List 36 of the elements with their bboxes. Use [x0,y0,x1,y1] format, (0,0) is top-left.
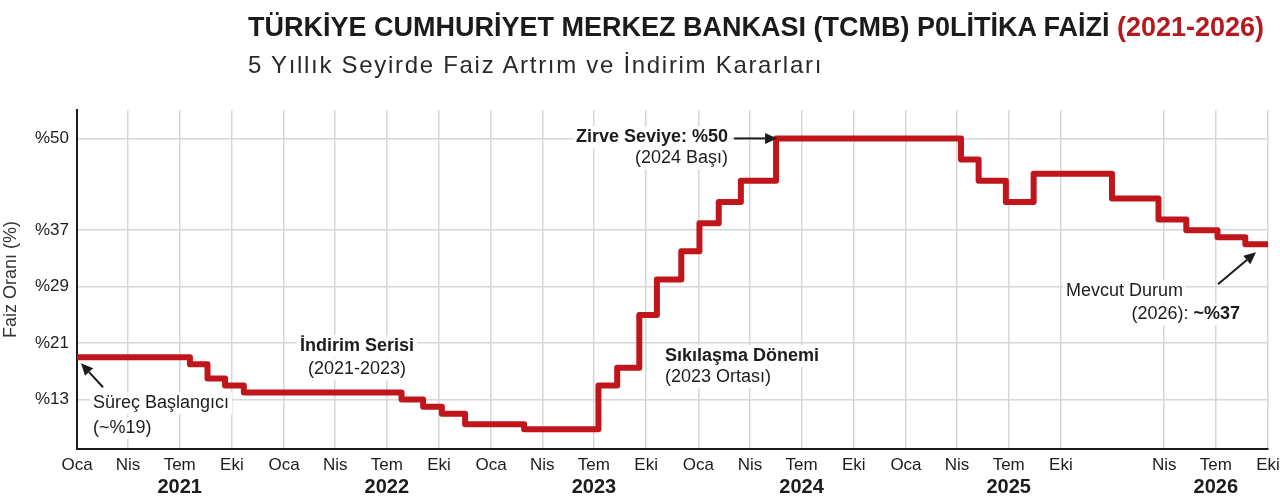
x-tick-label: Tem 2021 [157,454,202,497]
chart-title: TÜRKİYE CUMHURİYET MERKEZ BANKASI (TCMB) P0LİTİKA FAİZİ (2021-2026) [248,12,1265,42]
x-tick-label: Eki [1049,454,1073,474]
x-tick-label: Eki [1256,454,1280,474]
x-tick-label: Eki [634,454,658,474]
x-tick-label: Tem 2024 [779,454,825,497]
x-tick-label: Oca [475,454,508,474]
x-tick-label: Tem 2022 [364,454,410,497]
x-tick-label: Nis [1151,454,1177,474]
annotation: Zirve Seviye: %50 (2024 Başı) [575,126,729,168]
x-tick-label: Nis [530,454,555,474]
y-tick-label: %29 [34,276,69,296]
x-tick-label: Nis [115,454,141,474]
x-tick-label: Oca [268,454,301,474]
annotation: Sıkılaşma Dönemi (2023 Ortası) [665,345,820,387]
chart-subtitle: 5 Yıllık Seyirde Faiz Artrım ve İndirim Kararları [248,51,823,79]
annotation: İndirim Serisi (2021-2023) [299,335,415,379]
y-axis-title: Faiz Oranı (%) [0,221,20,339]
x-tick-label: Nis [737,454,763,474]
x-tick-label: Eki [427,454,451,474]
x-tick-label: Nis [322,454,348,474]
x-tick-label: Tem 2025 [986,454,1031,497]
y-tick-label: %37 [34,219,69,239]
x-tick-label: Oca [890,454,923,474]
y-tick-label: %50 [34,128,69,148]
y-tick-label: %21 [34,332,69,352]
annotation: Süreç Başlangıcı (~%19) [93,392,230,438]
x-tick-label: Tem 2023 [571,454,617,497]
y-tick-label: %13 [34,389,69,409]
x-tick-label: Oca [61,454,94,474]
x-tick-label: Tem 2026 [1193,454,1239,497]
x-tick-label: Eki [841,454,866,474]
x-tick-label: Oca [682,454,715,474]
x-tick-label: Nis [944,454,970,474]
x-tick-label: Eki [220,454,244,474]
annotation: Mevcut Durum (2026): ~%37 [1065,280,1241,324]
